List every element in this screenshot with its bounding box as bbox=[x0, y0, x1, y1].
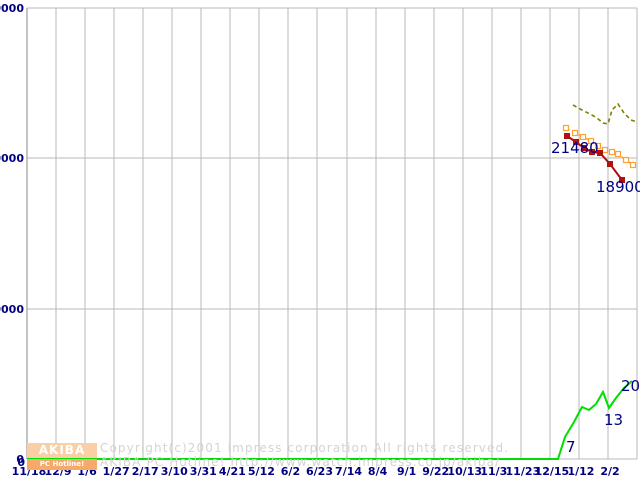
series-min-price bbox=[564, 133, 625, 183]
x-axis-label: 7/14 bbox=[335, 465, 362, 478]
y-axis-label: 0 bbox=[16, 453, 24, 466]
data-label-shop-count: 20 bbox=[621, 377, 640, 395]
series-marker-average-price bbox=[622, 156, 630, 164]
series-marker-average-price bbox=[608, 148, 616, 156]
series-marker-min-price bbox=[581, 145, 587, 151]
series-marker-average-price bbox=[629, 161, 637, 169]
series-marker-average-price bbox=[562, 124, 570, 132]
series-average-price bbox=[562, 124, 637, 169]
x-axis-label: 4/21 bbox=[219, 465, 246, 478]
x-axis-label: 10/13 bbox=[447, 465, 482, 478]
data-series-layer bbox=[27, 102, 638, 460]
x-axis-label: 1/6 bbox=[77, 465, 97, 478]
series-marker-min-price bbox=[619, 177, 625, 183]
x-axis-label: 1/27 bbox=[103, 465, 130, 478]
series-max-price bbox=[572, 102, 638, 125]
series-marker-average-price bbox=[601, 146, 609, 154]
series-marker-min-price bbox=[573, 139, 579, 145]
x-axis-origin-label: 0 bbox=[17, 456, 25, 469]
data-label-shop-count: 13 bbox=[604, 411, 623, 429]
series-marker-average-price bbox=[587, 137, 595, 145]
watermark-line-1: Copyright(c)2001 impress corporation All… bbox=[100, 441, 509, 455]
x-axis-label: 5/12 bbox=[248, 465, 275, 478]
vertical-gridlines bbox=[26, 8, 638, 459]
horizontal-gridlines bbox=[27, 7, 637, 460]
x-axis-label: 11/23 bbox=[506, 465, 541, 478]
series-marker-min-price bbox=[607, 161, 613, 167]
data-label-shop-count: 7 bbox=[566, 438, 576, 456]
x-axis-label: 6/23 bbox=[306, 465, 333, 478]
y-axis-label: 10000 bbox=[0, 303, 24, 316]
series-line-shop-count bbox=[27, 380, 633, 460]
x-axis-label: 12/15 bbox=[535, 465, 570, 478]
series-marker-average-price bbox=[579, 133, 587, 141]
y-axis-label: 30000 bbox=[0, 2, 24, 15]
x-axis-label: 1/12 bbox=[567, 465, 594, 478]
series-marker-min-price bbox=[564, 133, 570, 139]
x-axis-label: 8/4 bbox=[368, 465, 388, 478]
series-shop-count bbox=[27, 380, 633, 460]
series-marker-average-price bbox=[614, 150, 622, 158]
x-axis-label: 2/17 bbox=[132, 465, 159, 478]
x-axis-label: 2/2 bbox=[600, 465, 619, 478]
x-axis-label: 3/31 bbox=[190, 465, 217, 478]
watermark-text-layer: Copyright(c)2001 impress corporation All… bbox=[100, 441, 509, 469]
x-axis-label: 3/10 bbox=[161, 465, 188, 478]
data-label-min-price: 18900 bbox=[596, 178, 640, 196]
y-axis-label: 20000 bbox=[0, 152, 24, 165]
series-marker-average-price bbox=[594, 142, 602, 150]
x-axis-label: 9/22 bbox=[422, 465, 449, 478]
watermark-line-2: AKIBA PC Hotline! http://www.watch.impre… bbox=[100, 455, 500, 469]
series-marker-average-price bbox=[571, 129, 579, 137]
x-axis-label: 12/9 bbox=[45, 465, 72, 478]
series-line-max-price bbox=[572, 102, 638, 125]
x-axis-label: 11/3 bbox=[480, 465, 507, 478]
data-label-min-price: 21480 bbox=[551, 139, 599, 157]
x-axis-label: 9/1 bbox=[397, 465, 416, 478]
x-axis-label: 6/2 bbox=[281, 465, 300, 478]
data-point-labels: 21480 18900 7 13 20 bbox=[551, 139, 640, 456]
series-marker-min-price bbox=[589, 149, 595, 155]
series-marker-min-price bbox=[597, 150, 603, 156]
y-axis-tick-labels: 0 10000 20000 30000 bbox=[0, 2, 24, 466]
series-line-average-price bbox=[565, 127, 634, 166]
